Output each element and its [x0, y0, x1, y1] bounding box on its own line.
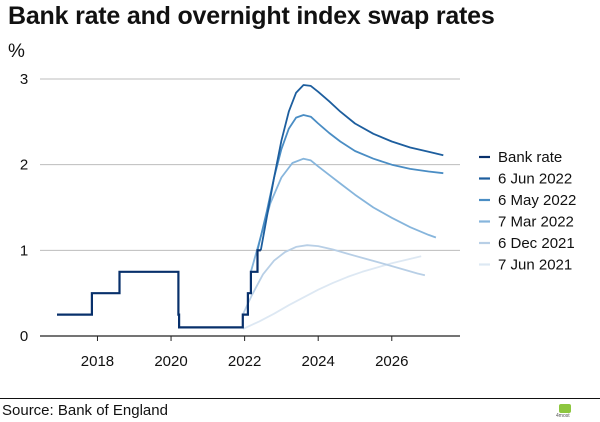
logo-mark-icon: [559, 404, 571, 413]
legend-label-7-jun-2021: 7 Jun 2021: [498, 257, 572, 274]
series-line-6-jun-2022: [259, 84, 444, 251]
y-tick-label: 3: [20, 71, 28, 88]
series-line-bank-rate: [57, 249, 261, 329]
series-lines: [57, 84, 444, 330]
x-tick-label: 2020: [154, 353, 187, 370]
legend: Bank rate 6 Jun 2022 6 May 2022 7 Mar 2022 6…: [479, 149, 576, 274]
x-tick-label: 2024: [302, 353, 335, 370]
source-divider: [0, 398, 600, 399]
legend-label-6-dec-2021: 6 Dec 2021: [498, 235, 575, 252]
x-tick-label: 2026: [375, 353, 408, 370]
y-axis-unit: %: [8, 41, 25, 62]
legend-label-6-may-2022: 6 May 2022: [498, 192, 576, 209]
x-tick-labels: 2018 2020 2022 2024 2026: [81, 353, 409, 370]
gridlines: [40, 78, 460, 341]
y-tick-labels: 0 1 2 3: [20, 71, 28, 345]
legend-label-6-jun-2022: 6 Jun 2022: [498, 171, 572, 188]
chart-title: Bank rate and overnight index swap rates: [8, 2, 495, 30]
line-chart: 0 1 2 3 2018 2020 2022 2024 2026 Bank rate 6 Jun…: [20, 71, 577, 370]
y-tick-label: 2: [20, 157, 28, 174]
x-tick-label: 2022: [228, 353, 261, 370]
series-line-7-jun-2021: [242, 255, 422, 330]
y-tick-label: 1: [20, 242, 28, 259]
series-line-7-mar-2022: [250, 157, 437, 273]
series-line-6-dec-2021: [241, 244, 426, 315]
logo-text: 4most: [556, 413, 570, 419]
series-line-6-may-2022: [256, 114, 444, 251]
x-tick-label: 2018: [81, 353, 114, 370]
legend-label-7-mar-2022: 7 Mar 2022: [498, 214, 574, 231]
brand-logo: 4most: [556, 404, 576, 419]
source-note: Source: Bank of England: [2, 402, 168, 419]
y-tick-label: 0: [20, 328, 28, 345]
legend-label-bank-rate: Bank rate: [498, 149, 562, 166]
